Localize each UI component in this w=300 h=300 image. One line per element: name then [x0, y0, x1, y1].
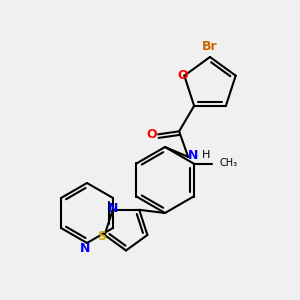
Text: Br: Br — [202, 40, 218, 53]
Text: O: O — [147, 128, 158, 141]
Text: S: S — [97, 230, 106, 243]
Text: N: N — [108, 202, 118, 215]
Text: CH₃: CH₃ — [219, 158, 237, 169]
Text: H: H — [202, 150, 210, 160]
Text: N: N — [188, 149, 198, 162]
Text: O: O — [178, 69, 188, 82]
Text: N: N — [80, 242, 91, 256]
